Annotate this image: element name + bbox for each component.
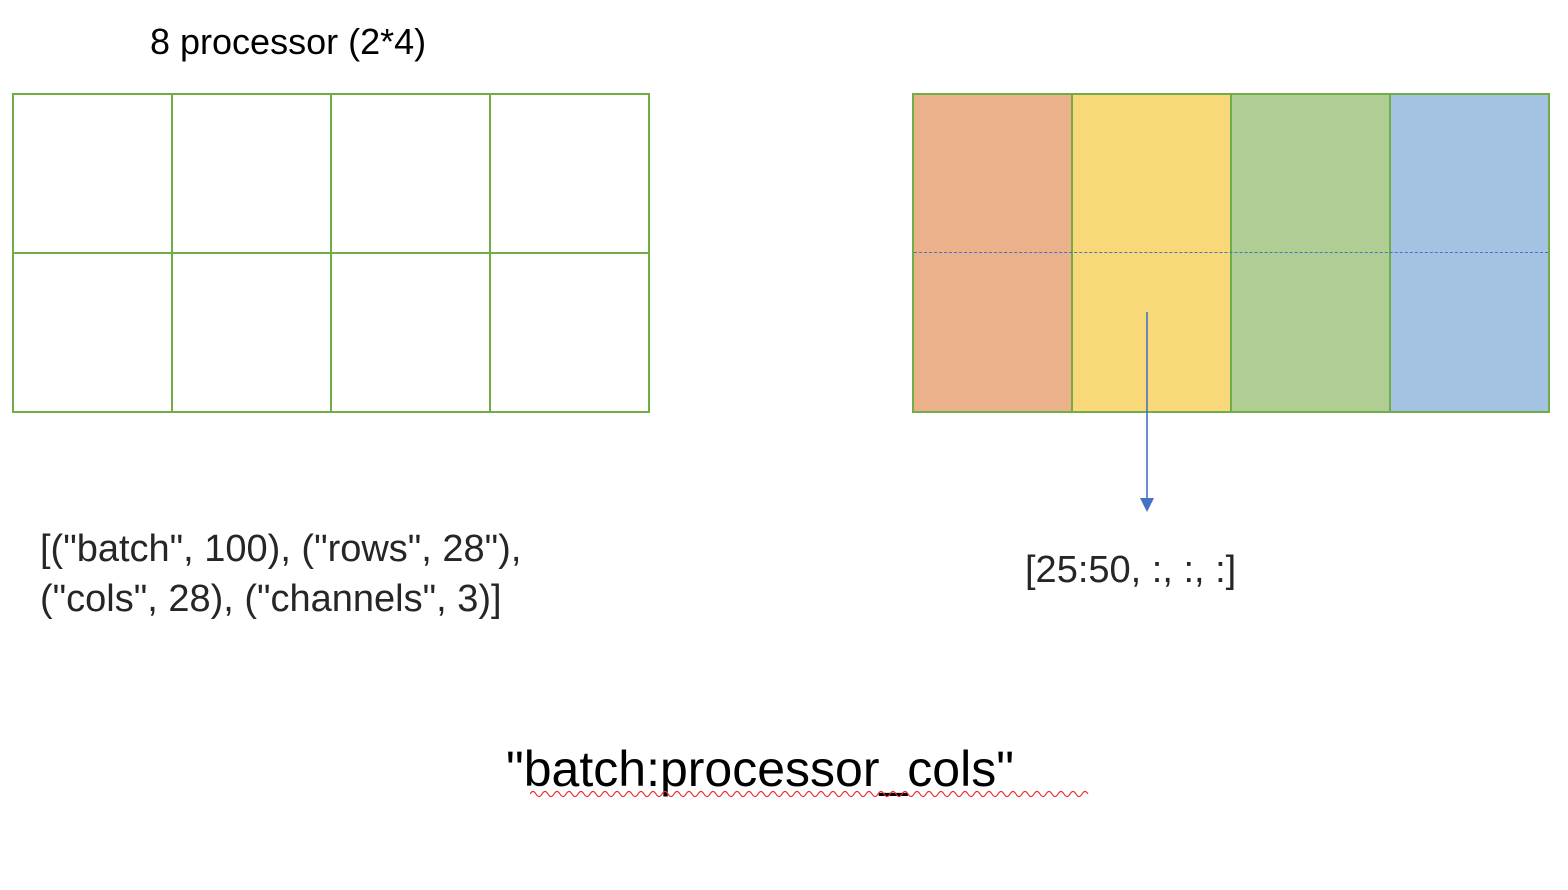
processor-cell [14,254,173,413]
processor-cell [491,95,650,254]
shard-column-4 [1391,95,1548,411]
processor-cell [491,254,650,413]
shard-column-3 [1232,95,1391,411]
sharded-grid [912,93,1550,413]
processor-cell [173,95,332,254]
processor-grid [12,93,650,413]
arrow-down-icon [1140,312,1154,512]
row-divider-dashed [914,252,1548,253]
slice-label: [25:50, :, :, :] [1025,549,1237,591]
layout-rule: "batch:processor_cols" [506,741,1014,797]
diagram-title: 8 processor (2*4) [150,21,427,62]
spec-line-2: ("cols", 28), ("channels", 3)] [40,578,502,620]
spec-line-1: [("batch", 100), ("rows", 28"), [40,528,522,570]
spellcheck-underline [530,790,1089,798]
processor-cell [332,95,491,254]
shard-column-2 [1073,95,1232,411]
processor-cell [173,254,332,413]
tensor-shape-spec: [("batch", 100), ("rows", 28"), ("cols",… [40,524,521,624]
shard-column-1 [914,95,1073,411]
arrow-head [1140,498,1154,512]
processor-cell [14,95,173,254]
processor-cell [332,254,491,413]
